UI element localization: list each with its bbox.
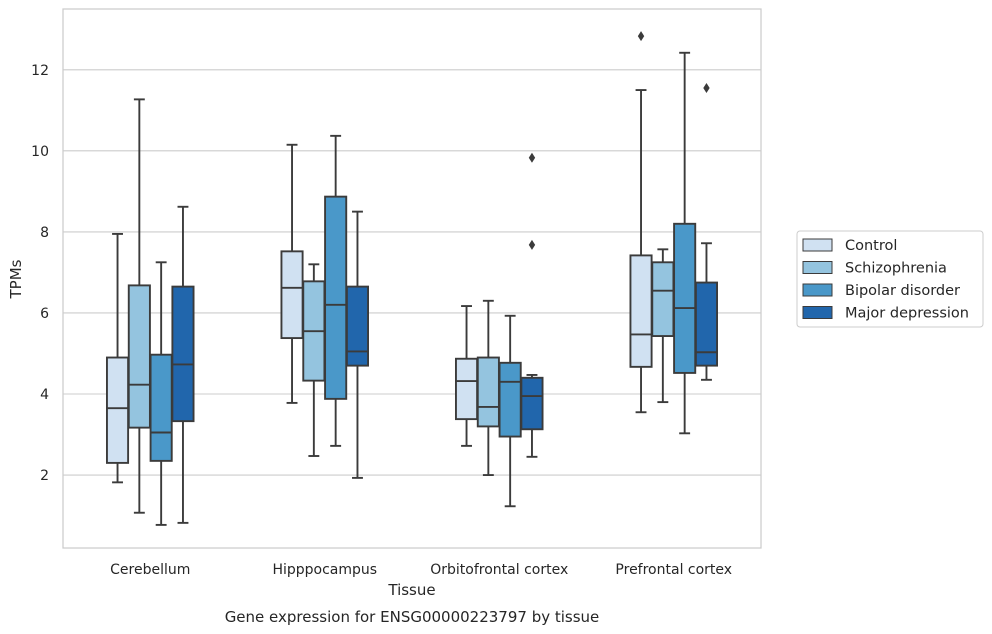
y-axis-label: TPMs bbox=[7, 259, 25, 299]
plot-frame bbox=[62, 8, 762, 549]
y-tick-label: 10 bbox=[31, 144, 49, 160]
box-iqr bbox=[127, 284, 151, 429]
box-iqr bbox=[651, 261, 675, 337]
box-major-depression bbox=[171, 205, 195, 524]
x-tick-label: Cerebellum bbox=[110, 562, 190, 578]
box-schizophrenia bbox=[651, 248, 675, 404]
box-control bbox=[106, 232, 130, 484]
x-tick-label: Hipppocampus bbox=[272, 562, 377, 578]
x-axis-label: Tissue bbox=[387, 581, 435, 599]
box-major-depression bbox=[694, 83, 718, 381]
box-major-depression bbox=[520, 152, 544, 458]
legend-label: Major depression bbox=[845, 306, 969, 322]
y-tick-label: 12 bbox=[31, 63, 49, 79]
y-tick-label: 8 bbox=[40, 225, 49, 241]
box-iqr bbox=[498, 361, 522, 438]
outlier-point bbox=[528, 152, 536, 163]
box-bipolar-disorder bbox=[498, 314, 522, 508]
box-iqr bbox=[476, 356, 500, 428]
box-plot-boxes bbox=[106, 31, 718, 526]
legend-label: Schizophrenia bbox=[845, 261, 947, 277]
x-axis-ticks: Cerebellum Hipppocampus Orbitofrontal cort… bbox=[110, 562, 732, 578]
box-iqr bbox=[106, 356, 130, 464]
box-iqr bbox=[520, 376, 544, 431]
box-iqr bbox=[629, 254, 653, 368]
box-schizophrenia bbox=[127, 98, 151, 514]
legend-swatch bbox=[802, 283, 833, 297]
outlier-point bbox=[703, 83, 710, 94]
legend-frame bbox=[796, 230, 984, 328]
box-iqr bbox=[149, 353, 173, 462]
legend-label: Bipolar disorder bbox=[845, 283, 960, 299]
box-bipolar-disorder bbox=[673, 51, 697, 435]
box-iqr bbox=[345, 285, 369, 367]
legend-swatch bbox=[802, 238, 833, 252]
box-iqr bbox=[673, 222, 697, 374]
box-iqr bbox=[455, 357, 479, 421]
outlier-point bbox=[528, 239, 536, 250]
box-iqr bbox=[694, 281, 718, 367]
y-axis-ticks: 2 4 6 8 10 12 bbox=[31, 63, 49, 484]
box-iqr bbox=[171, 285, 195, 423]
legend-swatch bbox=[802, 261, 833, 274]
legend-swatch bbox=[802, 306, 833, 319]
box-iqr bbox=[280, 250, 304, 340]
legend: Control Schizophrenia Bipolar disorder Majo… bbox=[796, 230, 984, 328]
x-tick-label: Orbitofrontal cortex bbox=[430, 562, 568, 578]
y-tick-label: 4 bbox=[40, 387, 49, 403]
y-tick-label: 6 bbox=[40, 306, 49, 322]
x-tick-label: Prefrontal cortex bbox=[615, 562, 732, 578]
box-major-depression bbox=[345, 210, 369, 479]
box-iqr bbox=[324, 195, 348, 400]
legend-label: Control bbox=[845, 238, 897, 254]
outlier-point bbox=[637, 31, 645, 42]
box-control bbox=[455, 305, 479, 447]
chart-caption: Gene expression for ENSG00000223797 by t… bbox=[225, 608, 600, 626]
y-tick-label: 2 bbox=[40, 468, 49, 484]
